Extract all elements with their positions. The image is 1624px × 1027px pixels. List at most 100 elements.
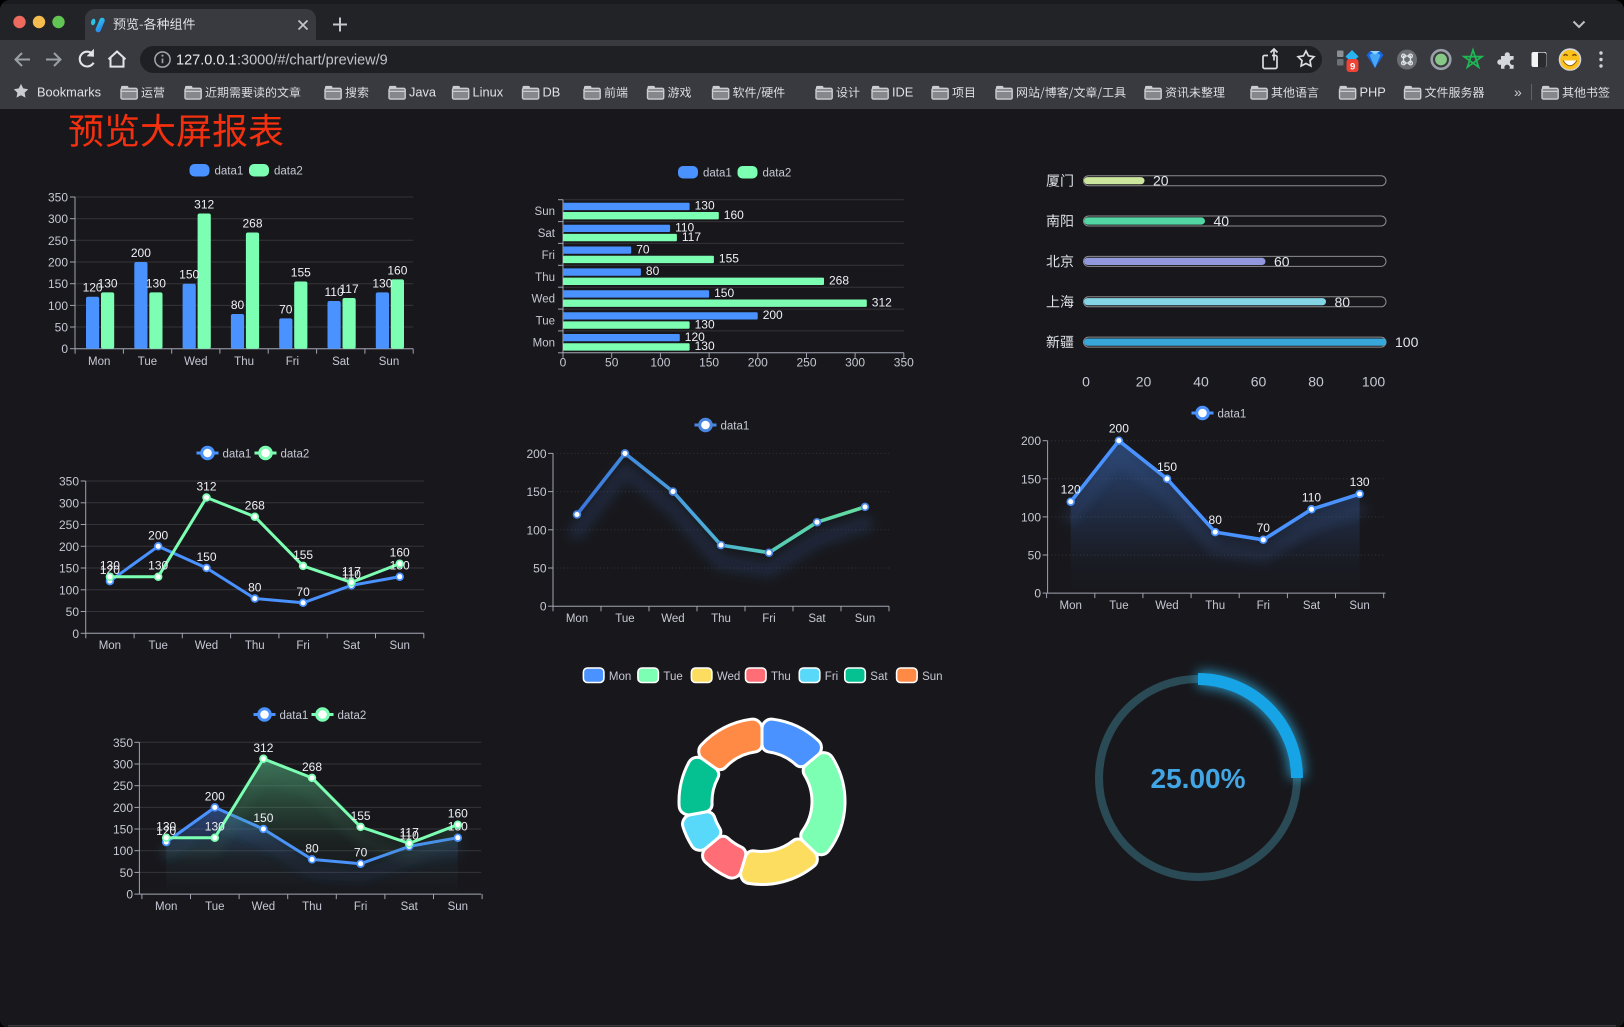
svg-text:Fri: Fri [286,356,299,368]
svg-text:Sun: Sun [448,901,468,913]
svg-text:Fri: Fri [354,901,367,913]
svg-text:Wed: Wed [252,901,275,913]
svg-text:200: 200 [113,801,133,815]
svg-text:Sun: Sun [535,206,555,218]
svg-text:Tue: Tue [205,901,224,913]
svg-text:80: 80 [646,264,660,278]
svg-text:20: 20 [1153,173,1169,189]
svg-text:Thu: Thu [711,613,731,625]
svg-text:120: 120 [685,330,705,344]
svg-text:Tue: Tue [1109,600,1128,612]
svg-text:80: 80 [1209,513,1223,527]
svg-text:Thu: Thu [234,356,254,368]
svg-text:0: 0 [540,600,547,614]
svg-text:data2: data2 [338,710,367,722]
svg-text:data2: data2 [763,168,792,180]
svg-text:300: 300 [845,356,865,370]
svg-text:Fri: Fri [825,671,838,683]
svg-text:100: 100 [650,356,670,370]
svg-text:350: 350 [59,475,79,489]
svg-text:130: 130 [695,317,715,331]
svg-text:100: 100 [526,523,546,537]
svg-text:Tue: Tue [149,640,168,652]
svg-text:50: 50 [533,562,547,576]
svg-text:100: 100 [59,583,79,597]
svg-text:80: 80 [248,581,262,595]
svg-text:Sun: Sun [389,640,409,652]
svg-text:150: 150 [59,562,79,576]
svg-text:300: 300 [113,758,133,772]
svg-text:Wed: Wed [184,356,207,368]
svg-text::3000/#/chart/preview/9: :3000/#/chart/preview/9 [237,52,388,68]
svg-text:60: 60 [1251,374,1267,390]
svg-text:130: 130 [98,276,118,290]
svg-text:110: 110 [325,285,344,299]
svg-text:150: 150 [526,485,546,499]
svg-text:Wed: Wed [1155,600,1178,612]
svg-text:Mon: Mon [1060,600,1082,612]
svg-text:data2: data2 [281,449,310,461]
svg-text:155: 155 [293,548,313,562]
svg-text:150: 150 [179,268,199,282]
svg-text:150: 150 [48,277,68,291]
svg-text:312: 312 [253,741,273,755]
svg-text:Fri: Fri [296,640,309,652]
svg-text:200: 200 [48,256,68,270]
svg-text:200: 200 [205,789,225,803]
svg-text:40: 40 [1193,374,1209,390]
svg-text:160: 160 [387,263,407,277]
svg-text:Sun: Sun [379,356,399,368]
svg-text:70: 70 [296,585,310,599]
svg-text:350: 350 [113,736,133,750]
svg-text:Wed: Wed [717,671,740,683]
svg-text:150: 150 [196,550,216,564]
svg-text:130: 130 [205,820,225,834]
svg-text:20: 20 [1136,374,1152,390]
svg-text:Tue: Tue [663,671,682,683]
svg-text:117: 117 [400,825,419,839]
svg-text:110: 110 [1302,490,1321,504]
svg-text:117: 117 [340,282,359,296]
svg-text:160: 160 [724,208,744,222]
svg-text:312: 312 [194,198,214,212]
svg-text:200: 200 [763,308,783,322]
svg-text:data1: data1 [1218,409,1247,421]
svg-text:150: 150 [113,823,133,837]
svg-text:Thu: Thu [1205,600,1225,612]
svg-text:70: 70 [1257,521,1271,535]
svg-text:117: 117 [682,230,701,244]
svg-text:110: 110 [342,567,361,581]
svg-text:0: 0 [72,627,79,641]
svg-text:data1: data1 [223,449,252,461]
svg-text:155: 155 [291,266,311,280]
svg-text:Sat: Sat [401,901,419,913]
svg-text:250: 250 [113,779,133,793]
svg-text:200: 200 [1109,422,1129,436]
svg-text:Sat: Sat [808,613,826,625]
svg-text:200: 200 [1021,434,1041,448]
svg-text:200: 200 [748,356,768,370]
svg-text:0: 0 [560,356,567,370]
svg-text:100: 100 [1021,510,1041,524]
svg-text:50: 50 [66,605,80,619]
svg-text:350: 350 [48,191,68,205]
svg-text:80: 80 [1335,294,1351,310]
svg-text:110: 110 [400,828,419,842]
svg-text:120: 120 [1061,483,1081,497]
svg-text:130: 130 [156,820,176,834]
svg-text:130: 130 [695,339,715,353]
svg-text:0: 0 [61,342,68,356]
svg-text:Wed: Wed [532,294,555,306]
svg-text:268: 268 [302,760,322,774]
svg-text:Sun: Sun [1349,600,1369,612]
svg-text:Sun: Sun [922,671,942,683]
svg-text:150: 150 [714,286,734,300]
svg-text:300: 300 [48,212,68,226]
svg-text:350: 350 [894,356,914,370]
svg-text:120: 120 [83,281,103,295]
svg-text:130: 130 [100,559,120,573]
svg-text:200: 200 [148,528,168,542]
svg-text:268: 268 [242,217,262,231]
svg-text:100: 100 [1362,374,1386,390]
svg-text:»: » [1514,84,1522,100]
